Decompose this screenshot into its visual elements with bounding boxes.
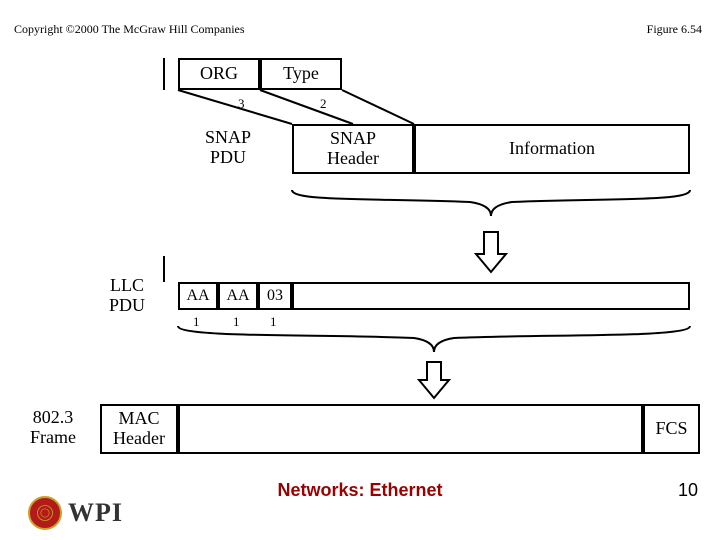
mac-frame-label: 802.3 Frame (18, 408, 88, 448)
figure-label: Figure 6.54 (647, 22, 702, 37)
llc-ctrl-box: 03 (258, 282, 292, 310)
llc-ssap-bytes: 1 (233, 314, 240, 330)
mac-header-label-2: Header (113, 429, 165, 449)
type-field-box: Type (260, 58, 342, 90)
llc-pdu-label-2: PDU (92, 296, 162, 316)
wpi-seal-icon (28, 496, 62, 530)
llc-pdu-label-1: LLC (92, 276, 162, 296)
llc-dsap-box: AA (178, 282, 218, 310)
mac-frame-label-1: 802.3 (18, 408, 88, 428)
llc-payload-box (292, 282, 690, 310)
mac-fcs-label: FCS (655, 419, 687, 439)
mac-payload-box (178, 404, 643, 454)
type-bytes: 2 (320, 96, 327, 112)
mac-header-box: MAC Header (100, 404, 178, 454)
snap-information-label: Information (509, 139, 595, 159)
snap-pdu-label-1: SNAP (188, 128, 268, 148)
snap-header-box: SNAP Header (292, 124, 414, 174)
type-field-label: Type (283, 64, 319, 84)
footer-title: Networks: Ethernet (0, 480, 720, 501)
llc-ctrl-value: 03 (267, 287, 283, 305)
snap-header-label-2: Header (327, 149, 379, 169)
copyright-text: Copyright ©2000 The McGraw Hill Companie… (14, 22, 245, 37)
wpi-logo-text: WPI (68, 498, 123, 528)
mac-header-label-1: MAC (113, 409, 165, 429)
llc-pdu-label: LLC PDU (92, 276, 162, 316)
llc-ssap-box: AA (218, 282, 258, 310)
llc-dsap-bytes: 1 (193, 314, 200, 330)
snap-pdu-label: SNAP PDU (188, 128, 268, 168)
llc-ssap-value: AA (226, 287, 249, 305)
mac-fcs-box: FCS (643, 404, 700, 454)
logo-area: WPI (28, 496, 123, 530)
llc-dsap-value: AA (186, 287, 209, 305)
org-field-box: ORG (178, 58, 260, 90)
org-field-label: ORG (200, 64, 238, 84)
snap-pdu-label-2: PDU (188, 148, 268, 168)
org-bytes: 3 (238, 96, 245, 112)
slide-number: 10 (678, 480, 698, 501)
snap-information-box: Information (414, 124, 690, 174)
snap-header-label-1: SNAP (327, 129, 379, 149)
mac-frame-label-2: Frame (18, 428, 88, 448)
llc-ctrl-bytes: 1 (270, 314, 277, 330)
diagram-overlay (0, 0, 720, 540)
